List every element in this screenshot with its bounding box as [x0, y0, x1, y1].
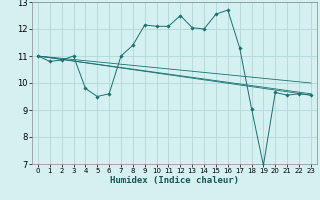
- X-axis label: Humidex (Indice chaleur): Humidex (Indice chaleur): [110, 176, 239, 185]
